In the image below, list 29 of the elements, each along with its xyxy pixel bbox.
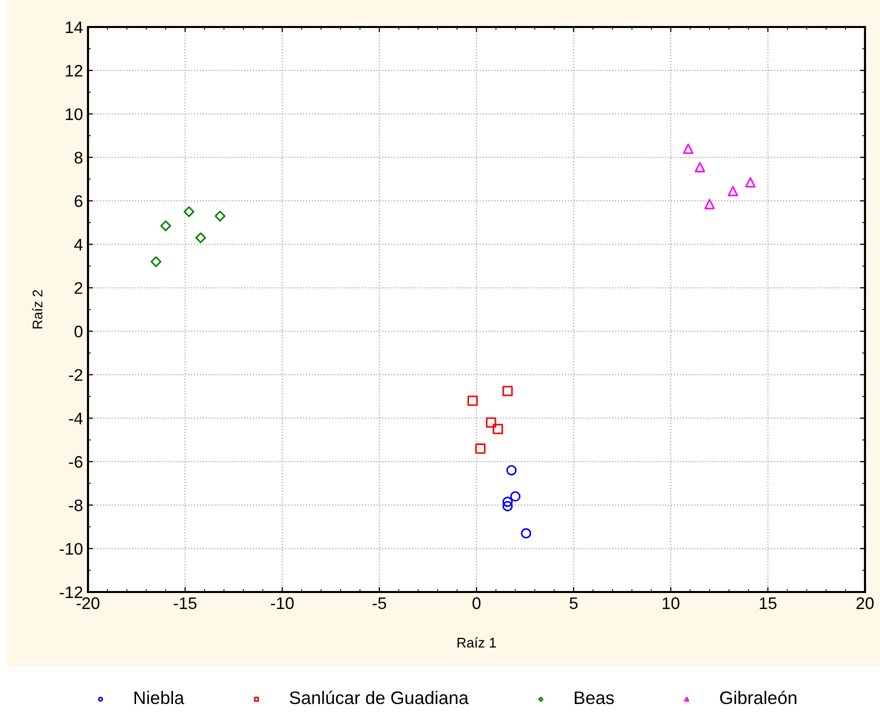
x-axis-title: Raíz 1 (458, 637, 496, 648)
y-tick-label: -4 (69, 412, 83, 424)
y-tick-label: 8 (74, 152, 82, 164)
legend-label: Sanlúcar de Guadiana (290, 690, 469, 704)
x-tick-label: 0 (472, 597, 480, 610)
legend-label: Gibraleón (720, 690, 796, 704)
y-tick-label: -10 (60, 542, 82, 555)
y-tick-label: 14 (66, 22, 83, 34)
y-tick-label: 4 (74, 238, 83, 250)
y-tick-label: 2 (74, 282, 82, 294)
legend-label: Beas (574, 692, 614, 704)
y-tick-label: 6 (74, 195, 82, 208)
x-tick-label: 20 (856, 597, 874, 610)
x-tick-label: -20 (76, 597, 100, 610)
y-tick-label: 10 (66, 108, 82, 120)
x-tick-label: 5 (570, 597, 578, 610)
y-tick-label: -12 (60, 586, 82, 598)
y-tick-label: -8 (69, 499, 82, 512)
y-tick-label: 12 (66, 64, 82, 76)
y-tick-label: -6 (69, 456, 82, 468)
legend-label: Niebla (134, 690, 184, 704)
x-tick-label: 10 (662, 597, 680, 610)
x-tick-label: -5 (372, 597, 386, 610)
x-tick-label: -10 (270, 597, 294, 610)
x-tick-label: 15 (760, 597, 776, 610)
y-tick-label: -2 (69, 369, 82, 381)
y-tick-label: 0 (74, 326, 82, 338)
x-tick-label: -15 (174, 597, 196, 610)
y-axis-title: Raíz 2 (32, 290, 42, 328)
